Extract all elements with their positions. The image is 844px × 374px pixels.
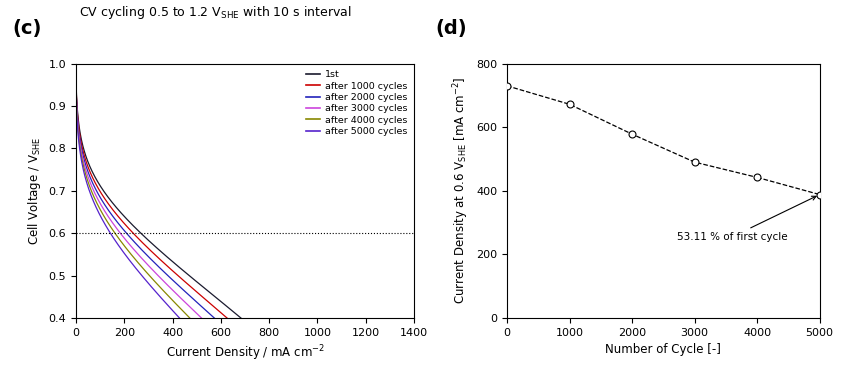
Text: (d): (d): [435, 19, 466, 38]
Legend: 1st, after 1000 cycles, after 2000 cycles, after 3000 cycles, after 4000 cycles,: 1st, after 1000 cycles, after 2000 cycle…: [304, 68, 408, 138]
X-axis label: Number of Cycle [-]: Number of Cycle [-]: [604, 343, 721, 356]
Text: (c): (c): [13, 19, 42, 38]
Y-axis label: Current Density at 0.6 V$_\mathrm{SHE}$ [mA cm$^{-2}$]: Current Density at 0.6 V$_\mathrm{SHE}$ …: [451, 77, 470, 304]
Text: CV cycling 0.5 to 1.2 V$_\mathregular{SHE}$ with 10 s interval: CV cycling 0.5 to 1.2 V$_\mathregular{SH…: [79, 4, 351, 21]
Text: 53.11 % of first cycle: 53.11 % of first cycle: [676, 196, 815, 242]
Y-axis label: Cell Voltage / V$_\mathrm{SHE}$: Cell Voltage / V$_\mathrm{SHE}$: [26, 137, 43, 245]
X-axis label: Current Density / mA cm$^{-2}$: Current Density / mA cm$^{-2}$: [165, 343, 324, 363]
